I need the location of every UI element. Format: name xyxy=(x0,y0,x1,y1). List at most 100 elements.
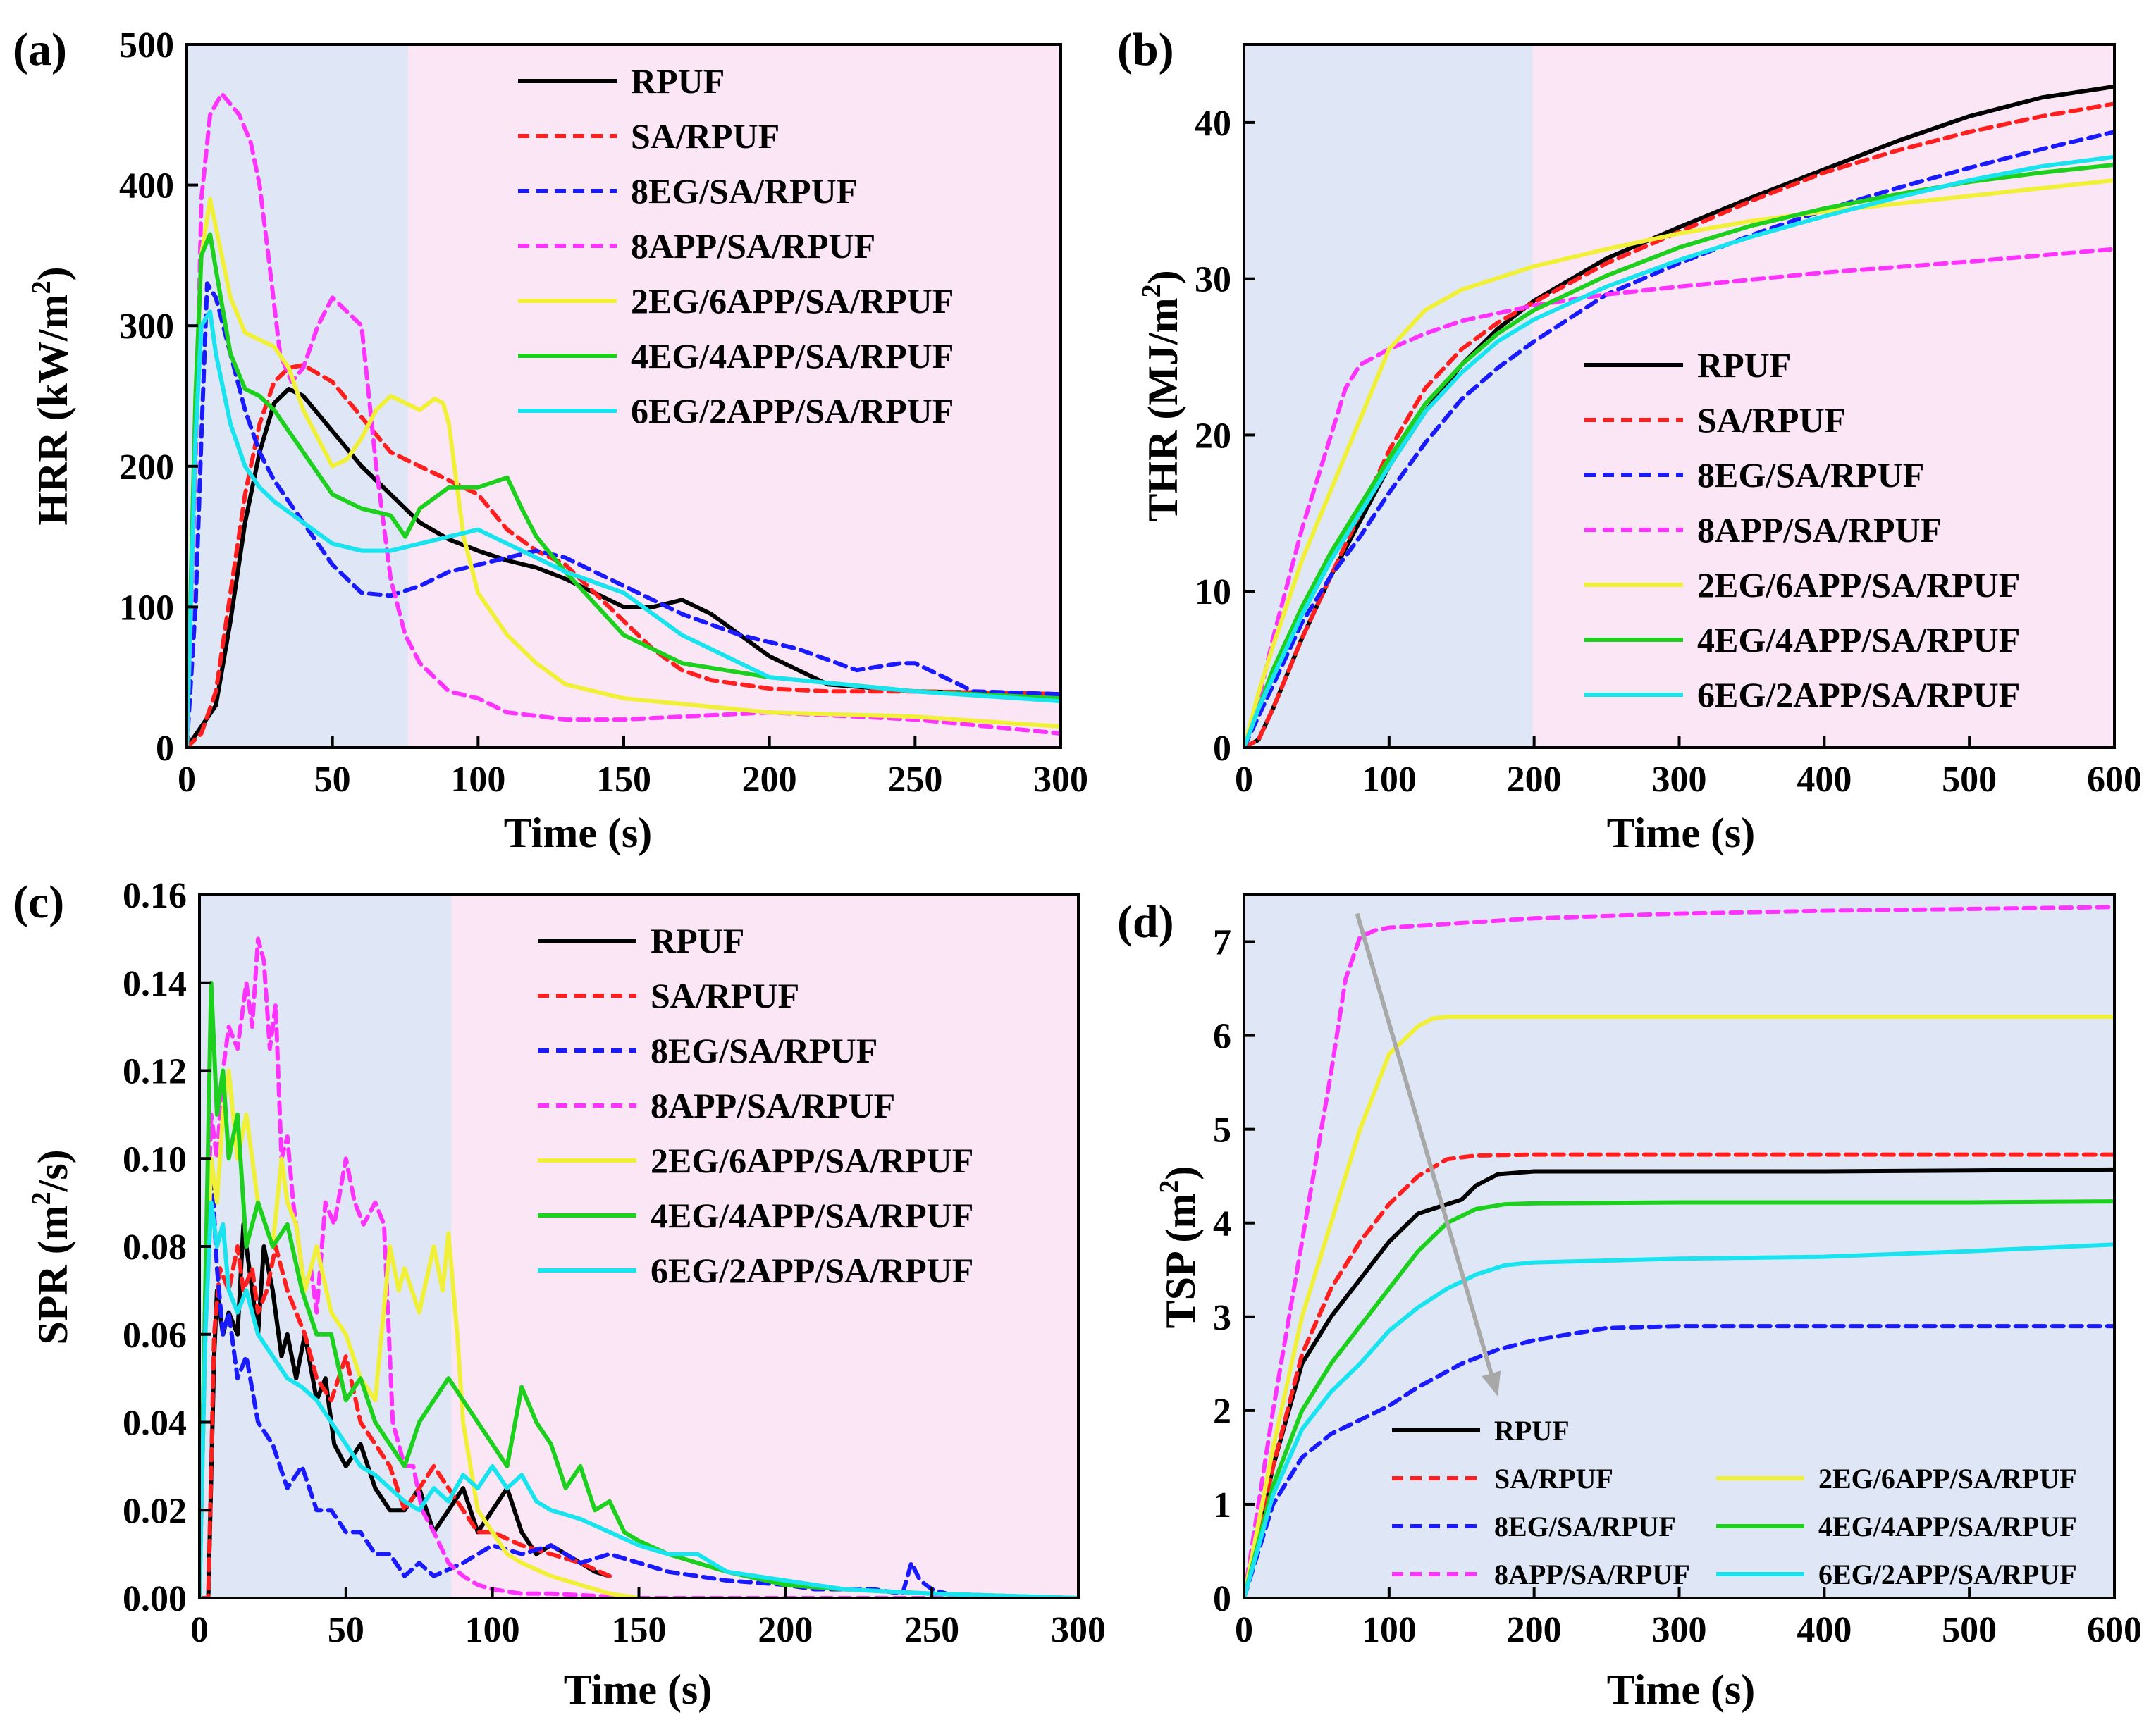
legend-label-6eg-2app-sa-rpuf: 6EG/2APP/SA/RPUF xyxy=(1818,1559,2077,1590)
legend-label-6eg-2app-sa-rpuf: 6EG/2APP/SA/RPUF xyxy=(651,1251,973,1290)
panel-b-series-8eg-sa-rpuf xyxy=(1244,130,2114,748)
x-tick-label: 100 xyxy=(450,760,505,800)
panel-c-regions xyxy=(199,895,1078,1598)
x-tick-label: 100 xyxy=(1362,760,1417,800)
legend-label-sa-rpuf: SA/RPUF xyxy=(1494,1463,1613,1494)
y-tick-label: 0.14 xyxy=(123,964,187,1004)
y-tick-label: 0 xyxy=(1213,729,1231,769)
panel-c-series-rpuf xyxy=(199,1222,612,1598)
panel-c-legend: RPUF SA/RPUF 8EG/SA/RPUF 8APP/SA/RPUF 2EG/6A… xyxy=(538,921,973,1290)
panel-a-series-8app-sa-rpuf xyxy=(187,91,1061,748)
y-tick-label: 6 xyxy=(1213,1017,1231,1057)
legend-label-8eg-sa-rpuf: 8EG/SA/RPUF xyxy=(631,171,858,211)
y-tick-label: 20 xyxy=(1195,416,1231,456)
panel-b-series-lines xyxy=(1244,84,2114,748)
panel-d-legend: RPUF SA/RPUF 8EG/SA/RPUF 8APP/SA/RPUF 2EG/6A… xyxy=(1392,1415,2077,1590)
y-tick-label: 100 xyxy=(119,588,174,628)
panel-b-regions xyxy=(1244,44,2114,748)
y-tick-label: 7 xyxy=(1213,923,1231,963)
legend-label-8eg-sa-rpuf: 8EG/SA/RPUF xyxy=(1494,1511,1676,1542)
x-tick-label: 400 xyxy=(1797,1610,1852,1650)
x-tick-label: 500 xyxy=(1942,1610,1997,1650)
panel-d-ticks: 0 100 200 300 400 500 600 0 1 2 3 4 5 6 7 xyxy=(1213,923,2142,1650)
y-tick-label: 0 xyxy=(156,729,174,769)
legend-label-rpuf: RPUF xyxy=(651,921,744,960)
x-tick-label: 50 xyxy=(328,1610,364,1650)
x-tick-label: 250 xyxy=(887,760,942,800)
panel-a-series-rpuf xyxy=(187,387,1061,748)
panel-c-series-2eg-6app-sa-rpuf xyxy=(199,1068,641,1598)
panel-c-series-sa-rpuf xyxy=(199,1244,612,1598)
y-tick-label: 2 xyxy=(1213,1392,1231,1432)
y-tick-label: 30 xyxy=(1195,260,1231,300)
panel-a-y-axis-label: HRR (kW/m2) xyxy=(27,266,76,525)
y-tick-label: 40 xyxy=(1195,104,1231,144)
panel-a-series-6eg-2app-sa-rpuf xyxy=(187,309,1061,748)
panel-a-label: (a) xyxy=(13,24,67,75)
panel-a-series-2eg-6app-sa-rpuf xyxy=(187,197,1061,748)
x-tick-label: 0 xyxy=(1235,760,1253,800)
y-tick-label: 0.06 xyxy=(123,1316,187,1356)
panel-b-series-4eg-4app-sa-rpuf xyxy=(1244,162,2114,748)
y-tick-label: 400 xyxy=(119,166,174,206)
panel-d-trend-arrow xyxy=(1355,912,1501,1397)
panel-a-series-4eg-4app-sa-rpuf xyxy=(187,232,1061,748)
legend-label-8app-sa-rpuf: 8APP/SA/RPUF xyxy=(651,1086,895,1125)
legend-label-8app-sa-rpuf: 8APP/SA/RPUF xyxy=(631,226,875,266)
panel-d-label: (d) xyxy=(1117,896,1174,948)
panel-d-series-4eg-4app-sa-rpuf xyxy=(1244,1199,2114,1598)
panel-b-series-2eg-6app-sa-rpuf xyxy=(1244,178,2114,748)
legend-label-4eg-4app-sa-rpuf: 4EG/4APP/SA/RPUF xyxy=(1818,1511,2077,1542)
panel-b-y-axis-label: THR (MJ/m2) xyxy=(1137,270,1186,521)
panel-a-hrr-chart: (a) 0 50 100 150 200 250 300 0 100 200 300 400 500 T… xyxy=(13,24,1088,856)
x-tick-label: 500 xyxy=(1942,760,1997,800)
y-tick-label: 300 xyxy=(119,307,174,347)
panel-c-label: (c) xyxy=(13,877,64,928)
panel-c-ticks: 0 50 100 150 200 250 300 0.00 0.02 0.04 0.06 0.08 0.… xyxy=(123,876,1106,1650)
panel-c-series-8app-sa-rpuf xyxy=(199,936,1078,1598)
trend-arrow-shaft xyxy=(1355,912,1493,1375)
x-tick-label: 0 xyxy=(178,760,196,800)
panel-d-tsp-chart: (d) 0 100 200 300 400 500 600 0 1 2 3 4 5 6 7 Time (s)… xyxy=(1117,893,2142,1713)
panel-b-series-6eg-2app-sa-rpuf xyxy=(1244,154,2114,748)
panel-c-x-axis-label: Time (s) xyxy=(564,1666,713,1713)
panel-a-legend: RPUF SA/RPUF 8EG/SA/RPUF 8APP/SA/RPUF 2EG/6A… xyxy=(518,61,954,431)
panel-c-series-6eg-2app-sa-rpuf xyxy=(199,1200,1078,1598)
legend-label-6eg-2app-sa-rpuf: 6EG/2APP/SA/RPUF xyxy=(1697,675,2020,714)
x-tick-label: 300 xyxy=(1051,1610,1106,1650)
x-tick-label: 0 xyxy=(1235,1610,1253,1650)
legend-label-2eg-6app-sa-rpuf: 2EG/6APP/SA/RPUF xyxy=(1697,565,2020,605)
panel-d-series-8app-sa-rpuf xyxy=(1244,905,2114,1598)
x-tick-label: 150 xyxy=(612,1610,667,1650)
legend-label-8app-sa-rpuf: 8APP/SA/RPUF xyxy=(1494,1559,1690,1590)
panel-b-x-axis-label: Time (s) xyxy=(1607,810,1756,856)
panel-b-region-combustion xyxy=(1532,44,2114,748)
x-tick-label: 0 xyxy=(190,1610,209,1650)
x-tick-label: 100 xyxy=(1362,1610,1417,1650)
panel-d-series-sa-rpuf xyxy=(1244,1152,2114,1598)
panel-c-series-lines xyxy=(199,936,1078,1598)
x-tick-label: 300 xyxy=(1652,1610,1707,1650)
panel-d-region-ignition xyxy=(1244,895,2114,1598)
trend-arrow-head xyxy=(1482,1370,1501,1397)
y-tick-label: 200 xyxy=(119,447,174,488)
panel-b-ticks: 0 100 200 300 400 500 600 0 10 20 30 40 xyxy=(1195,104,2142,800)
x-tick-label: 200 xyxy=(742,760,797,800)
legend-label-4eg-4app-sa-rpuf: 4EG/4APP/SA/RPUF xyxy=(631,336,954,376)
legend-label-sa-rpuf: SA/RPUF xyxy=(1697,400,1846,440)
legend-label-rpuf: RPUF xyxy=(1494,1415,1570,1447)
panel-d-series-8eg-sa-rpuf xyxy=(1244,1324,2114,1598)
y-tick-label: 0.16 xyxy=(123,876,187,916)
y-tick-label: 1 xyxy=(1213,1485,1231,1525)
panel-c-spr-chart: (c) 0 50 100 150 200 250 300 0.00 0.02 0.04 0.06 0.… xyxy=(13,876,1106,1713)
panel-d-series-lines xyxy=(1244,905,2114,1598)
panel-b-series-8app-sa-rpuf xyxy=(1244,247,2114,748)
panel-a-ticks: 0 50 100 150 200 250 300 0 100 200 300 400 500 xyxy=(119,25,1088,800)
panel-a-x-axis-label: Time (s) xyxy=(504,810,653,856)
x-tick-label: 300 xyxy=(1652,760,1707,800)
y-tick-label: 10 xyxy=(1195,572,1231,612)
y-tick-label: 0.08 xyxy=(123,1227,187,1268)
panel-d-y-axis-label: TSP (m2) xyxy=(1154,1166,1204,1329)
y-tick-label: 3 xyxy=(1213,1298,1231,1338)
legend-label-2eg-6app-sa-rpuf: 2EG/6APP/SA/RPUF xyxy=(651,1141,973,1180)
